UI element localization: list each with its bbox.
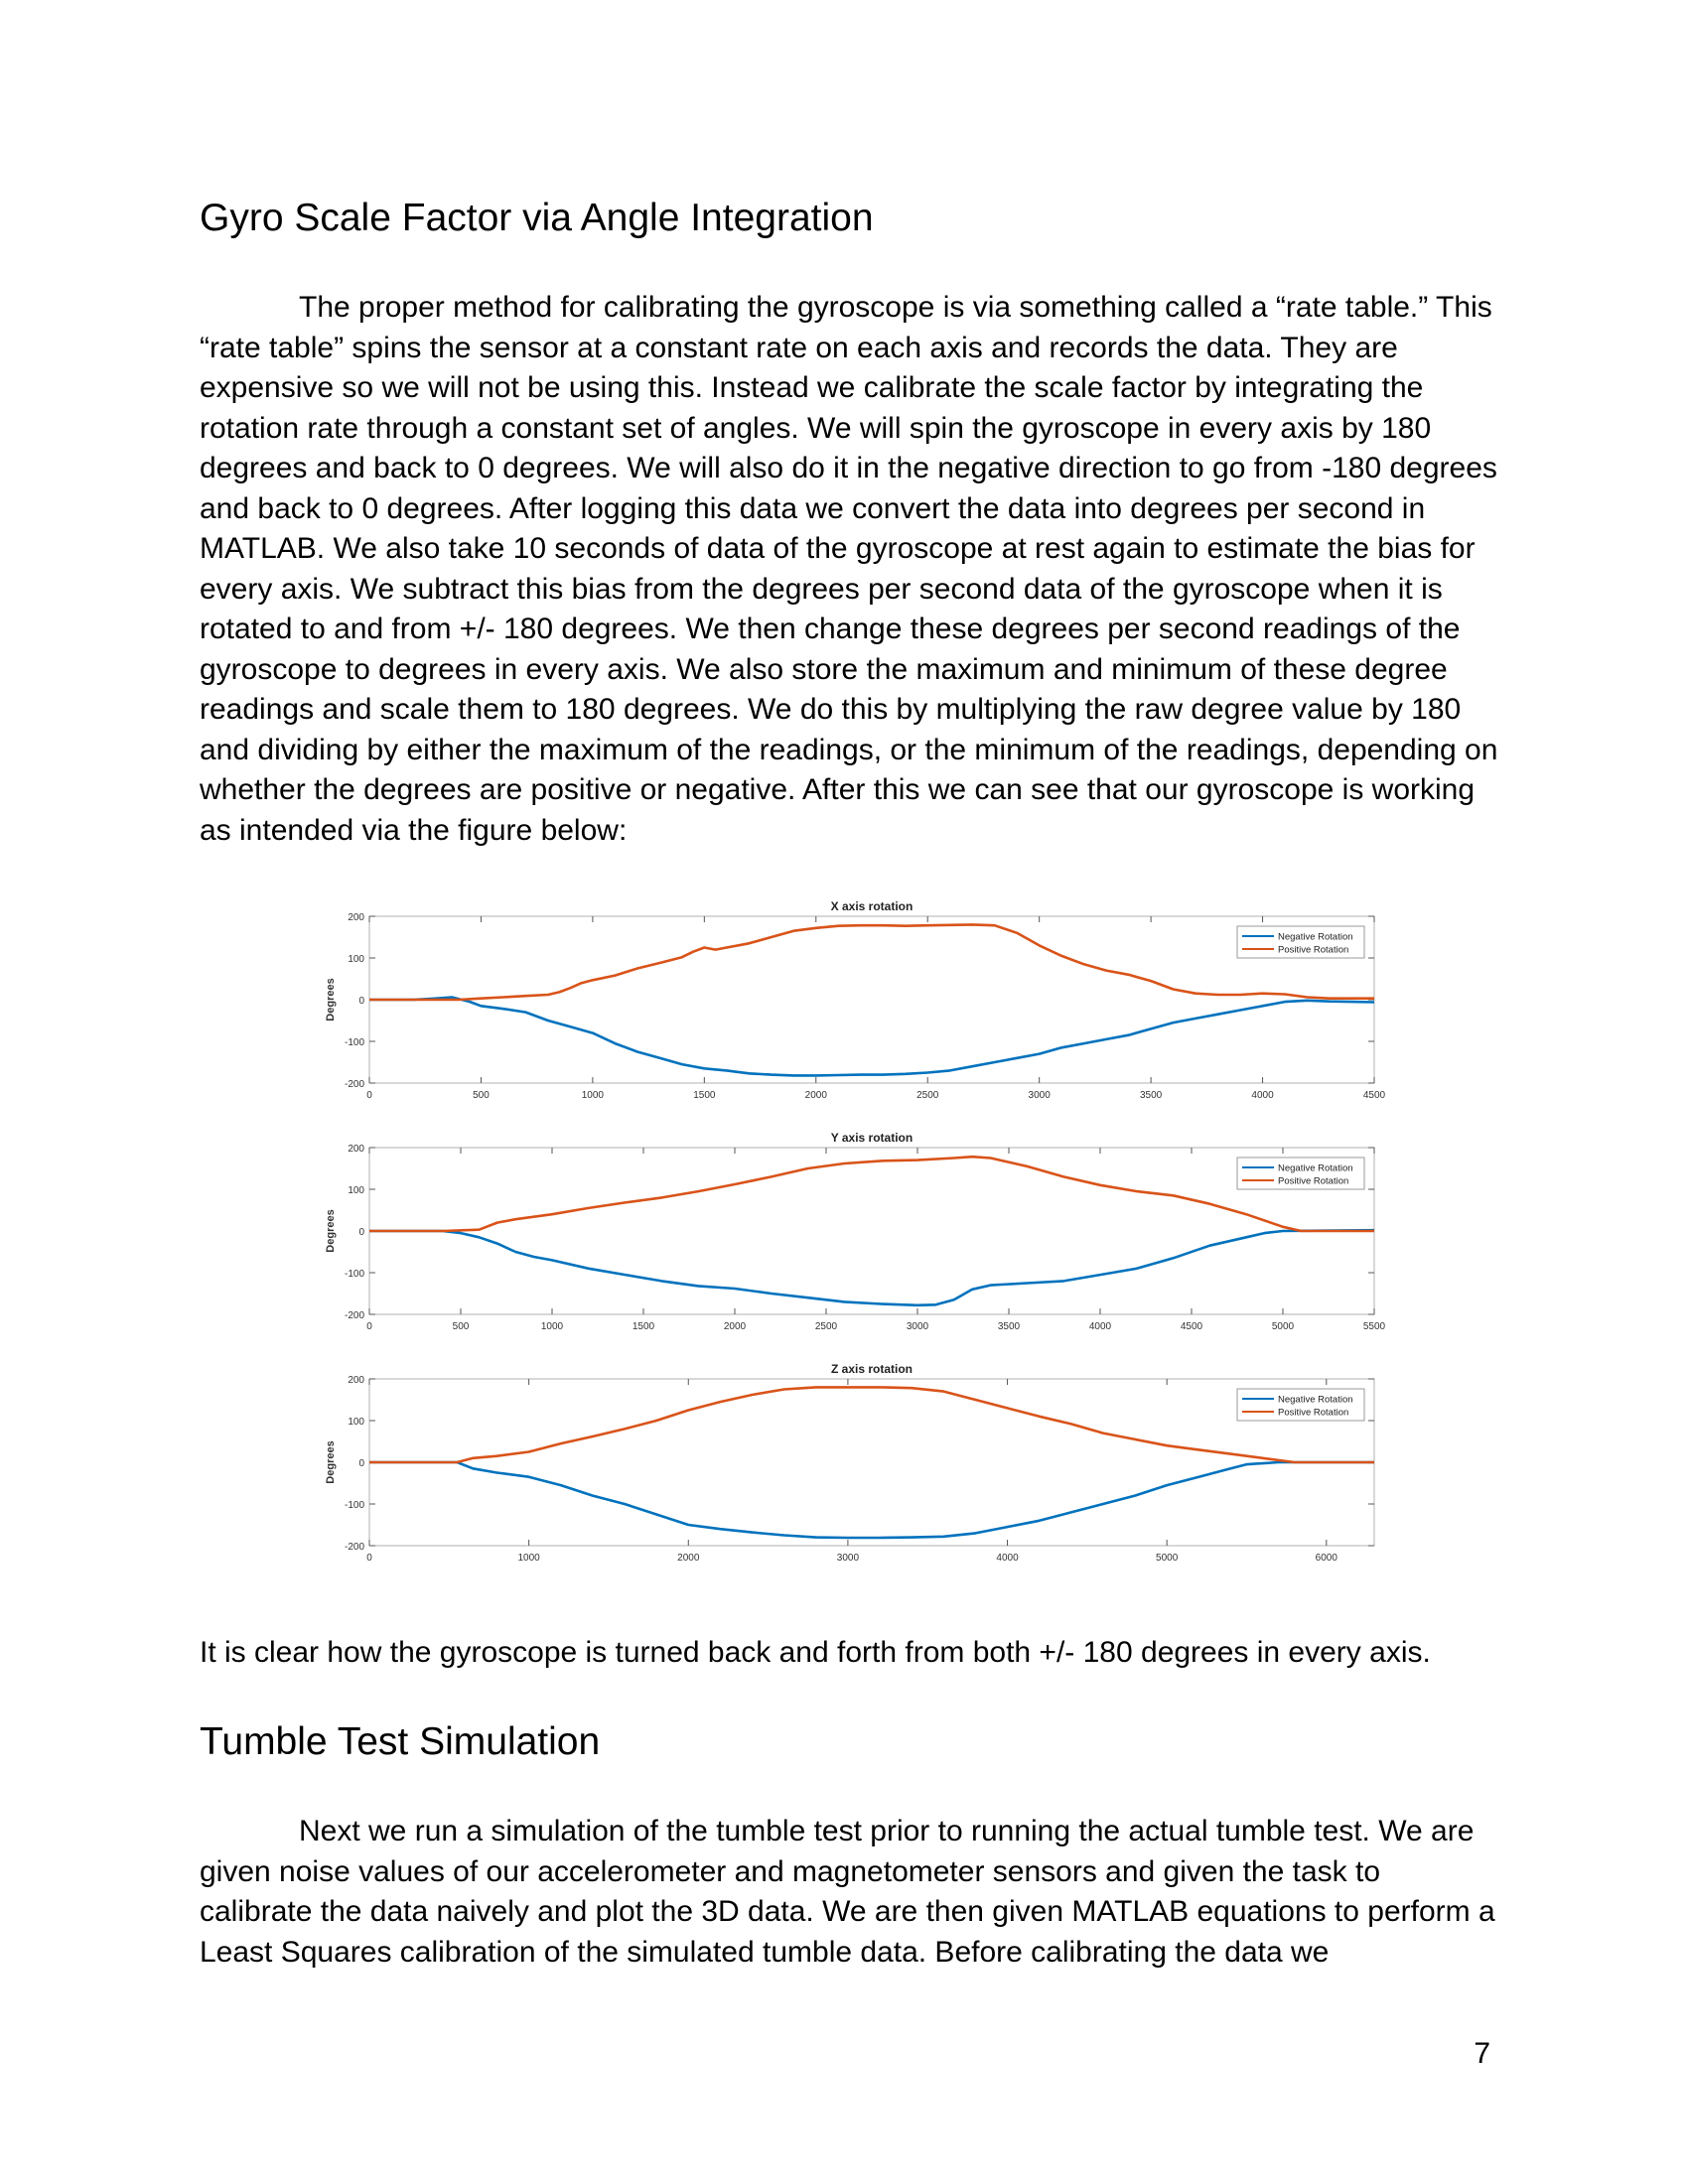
legend-label: Positive Rotation <box>1278 1408 1348 1419</box>
y-tick-label: 0 <box>358 996 364 1007</box>
x-tick-label: 1000 <box>518 1553 541 1564</box>
x-tick-label: 500 <box>453 1321 470 1332</box>
series-line-negative <box>369 996 1375 1077</box>
x-tick-label: 2000 <box>724 1321 747 1332</box>
x-tick-label: 0 <box>366 1321 372 1332</box>
chart-legend: Negative Rotation Positive Rotation <box>1236 1388 1365 1422</box>
y-axis-label: Degrees <box>325 978 337 1021</box>
x-tick-label: 4000 <box>1089 1321 1112 1332</box>
plot-area <box>368 1147 1375 1315</box>
gyro-paragraph: The proper method for calibrating the gy… <box>200 291 1498 847</box>
y-tick-label: -100 <box>345 1500 364 1511</box>
legend-label: Positive Rotation <box>1278 1176 1348 1187</box>
x-tick-label: 4500 <box>1181 1321 1203 1332</box>
series-line-positive <box>369 1155 1374 1233</box>
chart-title: Y axis rotation <box>831 1131 913 1145</box>
plot-area <box>368 915 1375 1084</box>
y-tick-label: 0 <box>358 1227 364 1238</box>
x-tick-label: 0 <box>366 1553 372 1564</box>
plot-area <box>368 1378 1375 1547</box>
legend-box <box>1236 1388 1365 1422</box>
y-axis-label: Degrees <box>325 1440 337 1483</box>
x-tick-label: 1500 <box>633 1321 655 1332</box>
y-tick-label: 100 <box>348 1417 364 1428</box>
y-tick-label: 100 <box>348 1185 364 1196</box>
y-axis-label: Degrees <box>325 1209 337 1252</box>
legend-box <box>1236 925 1365 959</box>
section-heading-gyro: Gyro Scale Factor via Angle Integration <box>200 197 874 239</box>
y-tick-label: -200 <box>345 1079 364 1090</box>
x-tick-label: 6000 <box>1316 1553 1338 1564</box>
x-tick-label: 2500 <box>916 1090 939 1101</box>
y-tick-label: 0 <box>358 1458 364 1469</box>
tumble-paragraph: Next we run a simulation of the tumble t… <box>200 1815 1495 1969</box>
x-tick-label: 3500 <box>998 1321 1021 1332</box>
x-tick-label: 5000 <box>1156 1553 1179 1564</box>
series-line-negative <box>369 1460 1374 1540</box>
x-tick-label: 4500 <box>1363 1090 1386 1101</box>
x-tick-label: 1000 <box>582 1090 605 1101</box>
section-heading-tumble: Tumble Test Simulation <box>200 1720 601 1763</box>
x-tick-label: 3000 <box>1029 1090 1052 1101</box>
y-tick-label: 100 <box>348 954 364 965</box>
x-tick-label: 5000 <box>1272 1321 1295 1332</box>
figure-caption: It is clear how the gyroscope is turned … <box>200 1636 1431 1669</box>
legend-label: Negative Rotation <box>1278 1163 1353 1174</box>
x-tick-label: 5500 <box>1363 1321 1386 1332</box>
x-tick-label: 2000 <box>805 1090 828 1101</box>
x-tick-label: 0 <box>366 1090 372 1101</box>
page-number: 7 <box>1474 2037 1490 2070</box>
x-tick-label: 2500 <box>815 1321 838 1332</box>
series-line-positive <box>369 1386 1374 1464</box>
y-tick-label: 200 <box>348 1375 364 1386</box>
chart-legend: Negative Rotation Positive Rotation <box>1236 925 1365 959</box>
x-tick-label: 500 <box>473 1090 490 1101</box>
y-tick-label: 200 <box>348 1144 364 1155</box>
x-tick-label: 1000 <box>541 1321 564 1332</box>
x-tick-label: 1500 <box>693 1090 716 1101</box>
legend-label: Negative Rotation <box>1278 932 1353 943</box>
y-tick-label: -200 <box>345 1542 364 1553</box>
legend-label: Positive Rotation <box>1278 945 1348 956</box>
y-tick-label: -100 <box>345 1269 364 1280</box>
chart-title: Z axis rotation <box>831 1362 913 1376</box>
chart-title: X axis rotation <box>831 899 914 913</box>
y-tick-label: -100 <box>345 1037 364 1048</box>
x-tick-label: 4000 <box>1251 1090 1274 1101</box>
x-tick-label: 3000 <box>907 1321 929 1332</box>
x-tick-label: 4000 <box>996 1553 1019 1564</box>
series-line-negative <box>369 1228 1375 1307</box>
legend-box <box>1236 1157 1365 1190</box>
y-tick-label: -200 <box>345 1310 364 1321</box>
x-tick-label: 3000 <box>837 1553 860 1564</box>
x-tick-label: 3500 <box>1140 1090 1163 1101</box>
legend-label: Negative Rotation <box>1278 1395 1353 1406</box>
y-tick-label: 200 <box>348 912 364 923</box>
chart-legend: Negative Rotation Positive Rotation <box>1236 1157 1365 1190</box>
x-tick-label: 2000 <box>677 1553 700 1564</box>
series-line-positive <box>369 923 1374 1002</box>
